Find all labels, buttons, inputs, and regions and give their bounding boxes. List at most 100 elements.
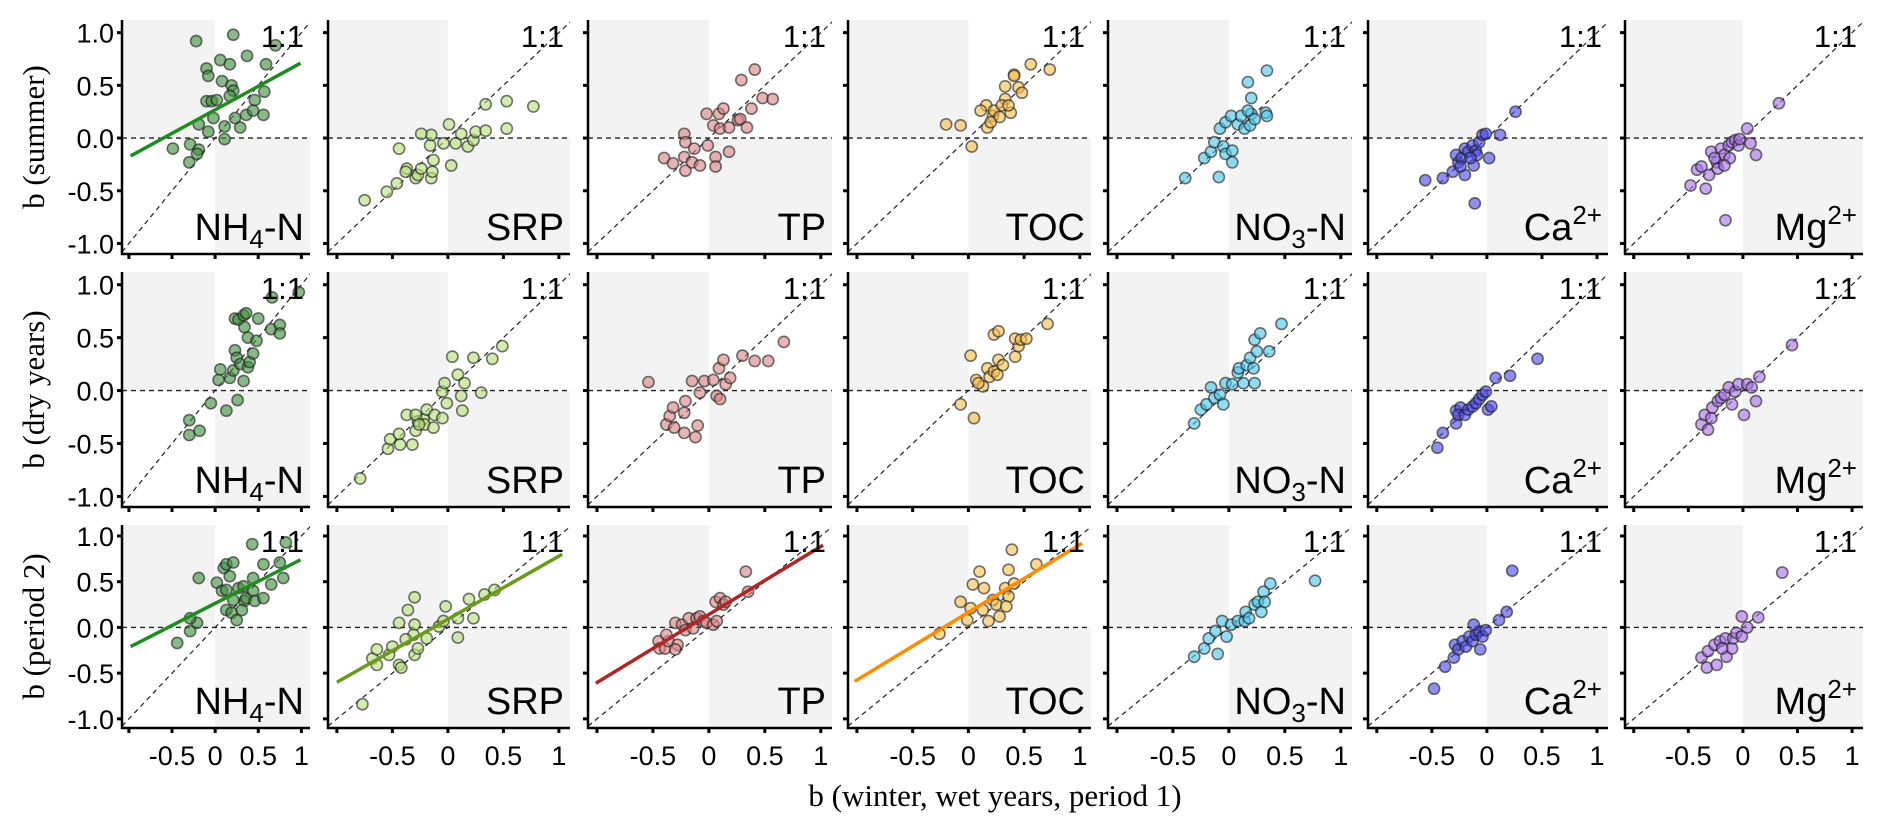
data-point <box>1699 182 1713 196</box>
shaded-quadrant-lower-right <box>1228 390 1352 507</box>
data-point <box>1509 105 1522 119</box>
points <box>642 335 791 444</box>
data-point <box>485 352 499 366</box>
x-tick-label: 0 <box>208 741 223 771</box>
data-point <box>1708 151 1721 165</box>
data-point <box>1263 577 1277 590</box>
x-tick-label: 0 <box>1479 741 1494 771</box>
data-point <box>444 159 458 172</box>
y-tick-label: 0.5 <box>76 71 114 101</box>
data-point <box>1467 618 1481 632</box>
shaded-quadrant-upper-left <box>328 525 448 628</box>
panel-no3-n-row3: -0.5 0 0.5 1 1:1 NO3-N <box>1103 524 1352 771</box>
shaded-quadrant-upper-left <box>588 272 709 391</box>
data-point <box>265 291 279 304</box>
x-tick-label: -0.5 <box>1150 741 1197 771</box>
shaded-quadrant-lower-right <box>1486 627 1608 728</box>
shaded-quadrant-upper-left <box>122 272 216 391</box>
data-point <box>390 176 404 190</box>
shaded-quadrant-upper-left <box>1368 525 1487 628</box>
data-point <box>733 112 747 126</box>
variable-label: NO3-N <box>1234 460 1346 507</box>
data-point <box>1489 371 1503 385</box>
data-point <box>689 430 702 444</box>
data-point <box>1775 566 1789 579</box>
one-to-one-line <box>122 525 310 727</box>
data-point <box>245 537 259 551</box>
data-point <box>454 389 468 403</box>
variable-label: TOC <box>1005 460 1085 502</box>
data-point <box>700 107 714 121</box>
data-point <box>405 438 419 451</box>
variable-label: TOC <box>1005 681 1085 723</box>
data-point <box>250 334 263 348</box>
data-point <box>1253 326 1267 340</box>
one-to-one-line <box>122 21 310 253</box>
one-to-one-line <box>588 273 832 506</box>
x-tick-label: 0 <box>701 741 716 771</box>
data-point <box>1002 563 1015 577</box>
data-point <box>748 63 762 76</box>
panel-no3-n-row2: 1:1 NO3-N <box>1103 271 1352 512</box>
x-tick-label: 0.5 <box>239 741 277 771</box>
data-point <box>1473 642 1487 656</box>
shaded-quadrant-upper-left <box>328 20 448 139</box>
data-point <box>723 371 737 385</box>
data-point <box>353 472 367 485</box>
one-to-one-line <box>848 273 1091 506</box>
data-point <box>526 100 540 113</box>
panel-mg2--row2: 1:1 Mg2+ <box>1620 271 1863 512</box>
points <box>1187 317 1288 430</box>
data-point <box>1262 344 1276 358</box>
data-point <box>238 320 251 334</box>
panel-tp-row3: -0.5 0 0.5 1 1:1 TP <box>583 524 832 771</box>
data-point <box>212 373 225 387</box>
shaded-quadrant-lower-right <box>215 138 310 254</box>
data-point <box>677 426 691 440</box>
one-to-one-label: 1:1 <box>1559 271 1602 306</box>
data-point <box>218 132 232 146</box>
points <box>182 285 306 442</box>
data-point <box>218 120 232 133</box>
data-point <box>739 565 753 579</box>
data-point <box>449 136 463 150</box>
data-point <box>693 386 707 400</box>
data-point <box>1704 411 1718 425</box>
data-point <box>451 631 465 644</box>
x-tick-label: -0.5 <box>1665 741 1712 771</box>
row-axis-title: b (summer) <box>16 65 51 209</box>
data-point <box>709 160 722 173</box>
data-point <box>748 354 762 368</box>
variable-label: NO3-N <box>1234 207 1346 254</box>
data-point <box>1500 605 1514 619</box>
shaded-quadrant-lower-right <box>447 627 570 728</box>
variable-label: Ca2+ <box>1524 200 1602 249</box>
data-point <box>226 28 240 42</box>
variable-label: Mg2+ <box>1775 200 1857 249</box>
data-point <box>1751 610 1765 624</box>
y-tick-label: 1.0 <box>76 271 114 301</box>
data-point <box>495 339 509 353</box>
one-to-one-label: 1:1 <box>783 524 826 559</box>
shaded-quadrant-lower-right <box>1486 390 1608 507</box>
data-point <box>666 156 680 170</box>
data-point <box>235 603 249 617</box>
data-point <box>246 347 260 360</box>
data-point <box>667 421 681 435</box>
data-point <box>423 139 437 152</box>
data-point <box>1244 91 1258 105</box>
x-tick-label: -0.5 <box>630 741 677 771</box>
data-point <box>685 374 699 388</box>
data-point <box>1260 109 1274 123</box>
data-point <box>1493 128 1507 142</box>
variable-label: Mg2+ <box>1775 674 1857 723</box>
data-point <box>279 535 293 549</box>
data-point <box>467 611 480 625</box>
data-point <box>189 34 203 48</box>
data-point <box>939 117 953 131</box>
one-to-one-label: 1:1 <box>521 271 564 306</box>
data-point <box>237 374 250 388</box>
one-to-one-line <box>1368 21 1608 253</box>
data-point <box>1248 376 1262 390</box>
data-point <box>219 404 233 418</box>
